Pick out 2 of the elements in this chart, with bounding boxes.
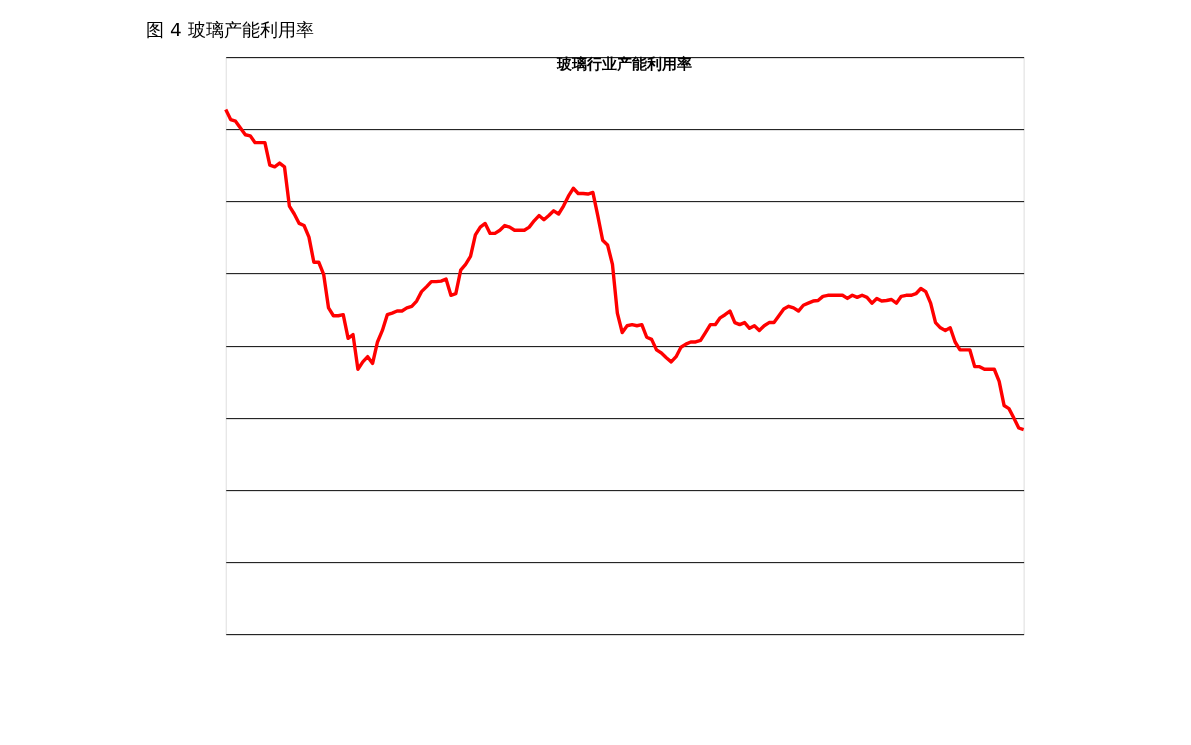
chart-title: 图 4 玻璃产能利用率	[146, 18, 314, 40]
chart-subtitle: 玻璃行业产能利用率	[556, 54, 693, 72]
